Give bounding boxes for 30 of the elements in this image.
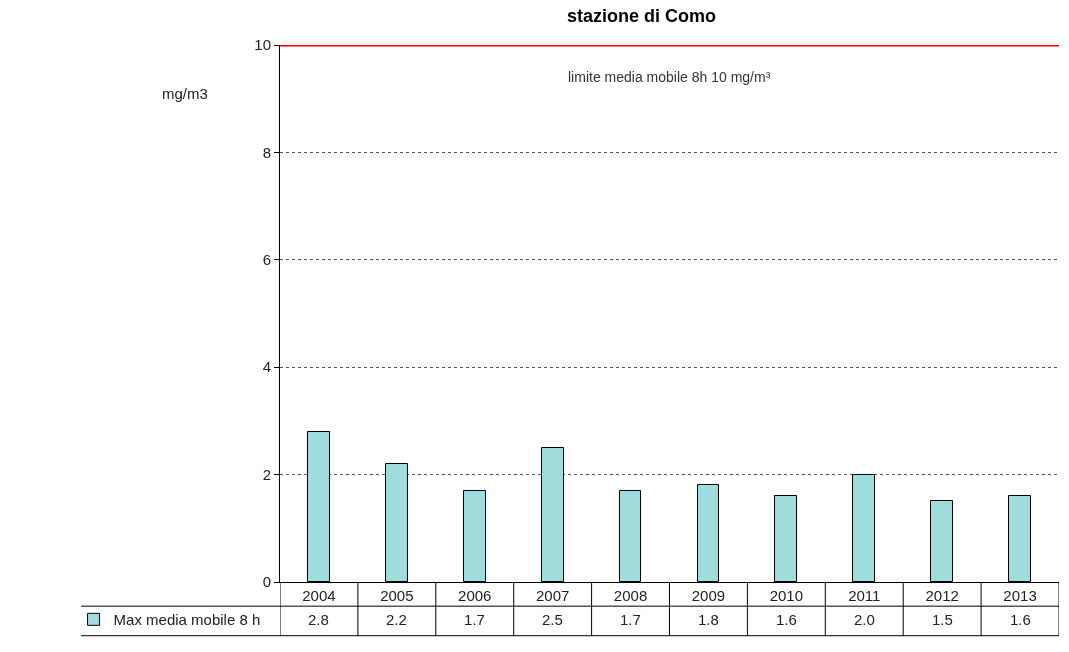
x-tick-label: 2013 [1003,587,1037,604]
x-tick-label: 2008 [613,587,648,604]
data-label: 1.8 [698,611,719,628]
y-tick-label: 8 [262,143,271,161]
y-tick-label: 10 [254,36,271,54]
ref-line-label: limite media mobile 8h 10 mg/m³ [568,69,771,85]
x-tick-label: 2005 [380,587,414,604]
chart-title: stazione di Como [566,6,716,27]
y-axis-title: mg/m3 [162,85,208,102]
x-tick-label: 2007 [535,587,570,604]
x-tick-label: 2011 [848,587,881,604]
y-tick-label: 2 [262,465,271,483]
data-label: 2.0 [854,611,875,628]
data-label: 1.7 [464,611,485,628]
x-tick-label: 2004 [302,587,336,604]
data-label: 2.2 [386,611,407,628]
x-tick-label: 2006 [458,587,492,604]
data-label: 2.8 [308,611,329,628]
legend-label: Max media mobile 8 h [113,611,261,629]
data-label: 1.6 [1010,611,1031,628]
x-tick-label: 2010 [769,587,804,604]
data-label: 1.7 [620,611,641,628]
y-tick-label: 4 [262,358,271,376]
x-tick-label: 2009 [691,587,726,604]
y-tick-label: 6 [262,251,271,269]
data-label: 2.5 [542,611,563,628]
x-tick-label: 2012 [925,587,959,604]
y-tick-label: 0 [262,573,271,591]
data-label: 1.5 [932,611,953,628]
data-label: 1.6 [776,611,797,628]
